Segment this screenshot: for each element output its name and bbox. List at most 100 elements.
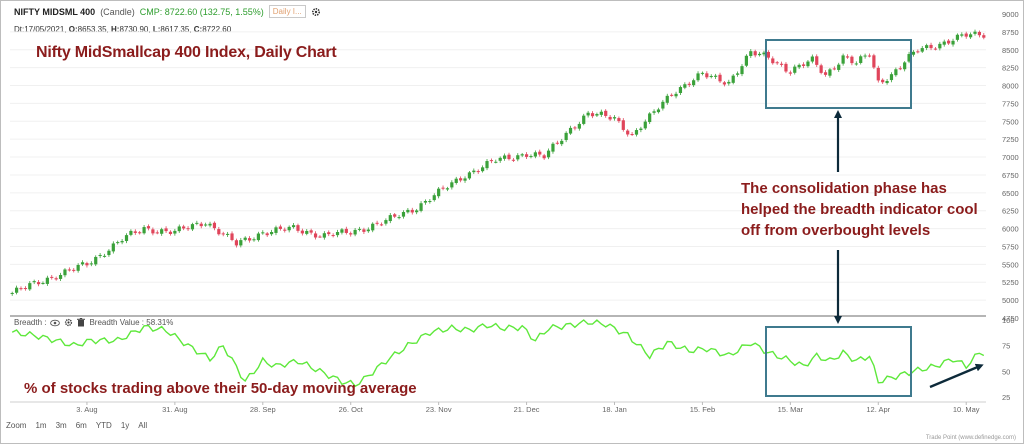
candle bbox=[124, 235, 129, 242]
candle bbox=[357, 228, 362, 230]
candle bbox=[982, 35, 986, 38]
candle bbox=[951, 40, 955, 45]
candle bbox=[929, 44, 933, 49]
candle bbox=[678, 87, 683, 94]
candle bbox=[384, 220, 388, 224]
credit-text: Trade Point (www.definedge.com) bbox=[925, 435, 1016, 441]
price-tick-label: 5500 bbox=[1002, 260, 1019, 269]
candle bbox=[859, 56, 863, 63]
candle bbox=[577, 123, 581, 129]
candle bbox=[349, 233, 353, 235]
candle bbox=[863, 55, 867, 57]
trend-arrow bbox=[929, 363, 984, 389]
candle bbox=[388, 215, 392, 222]
candle bbox=[762, 52, 766, 55]
candle bbox=[801, 64, 806, 66]
zoom-label: Zoom bbox=[6, 421, 27, 430]
x-tick-label: 18. Jan bbox=[602, 405, 627, 414]
candle bbox=[423, 200, 428, 203]
candle bbox=[727, 81, 731, 84]
zoom-6m-button[interactable]: 6m bbox=[75, 421, 87, 430]
candle bbox=[50, 276, 54, 278]
candle bbox=[133, 231, 137, 233]
annotation-line-2: helped the breadth indicator cool bbox=[741, 201, 978, 218]
candle bbox=[731, 75, 735, 83]
candle bbox=[599, 111, 603, 115]
candle bbox=[199, 223, 203, 227]
candle bbox=[19, 288, 23, 290]
zoom-ytd-button[interactable]: YTD bbox=[95, 421, 112, 430]
candle bbox=[177, 226, 181, 232]
x-tick-label: 26. Oct bbox=[339, 405, 364, 414]
candle bbox=[815, 56, 819, 65]
candle bbox=[252, 239, 256, 241]
candle bbox=[806, 61, 810, 67]
candle bbox=[687, 83, 691, 85]
candle bbox=[898, 68, 902, 70]
gear-icon[interactable] bbox=[64, 318, 73, 327]
candle bbox=[612, 117, 617, 119]
candle bbox=[502, 155, 507, 159]
candle bbox=[832, 68, 836, 70]
candle bbox=[204, 224, 208, 226]
candle bbox=[626, 130, 630, 135]
date-label: Dt: bbox=[14, 25, 25, 34]
eye-icon[interactable] bbox=[50, 319, 61, 327]
price-tick-label: 6750 bbox=[1002, 171, 1019, 180]
candle bbox=[278, 226, 282, 229]
candle bbox=[911, 51, 916, 55]
candle bbox=[696, 73, 700, 81]
zoom-all-button[interactable]: All bbox=[138, 421, 148, 430]
candle bbox=[14, 287, 19, 293]
candle bbox=[652, 111, 656, 113]
candle bbox=[76, 264, 80, 271]
candle bbox=[32, 281, 36, 283]
candle bbox=[582, 115, 586, 124]
gear-icon[interactable] bbox=[311, 7, 321, 17]
ohlc-readout: Dt:17/05/2021, O:8653.35, H:8730.90, L:8… bbox=[14, 25, 232, 34]
candle bbox=[925, 45, 929, 49]
candle bbox=[107, 250, 111, 256]
zoom-3m-button[interactable]: 3m bbox=[55, 421, 67, 430]
candle bbox=[160, 229, 164, 234]
candle bbox=[784, 63, 788, 72]
candle bbox=[226, 233, 230, 235]
low-value: 8617.35 bbox=[160, 25, 190, 34]
breadth-tick-label: 25 bbox=[1002, 393, 1010, 402]
candle bbox=[692, 80, 696, 86]
zoom-1m-button[interactable]: 1m bbox=[35, 421, 47, 430]
trash-icon[interactable] bbox=[77, 318, 86, 327]
candle bbox=[753, 51, 757, 56]
zoom-1y-button[interactable]: 1y bbox=[120, 421, 130, 430]
candle bbox=[151, 229, 155, 234]
candle bbox=[643, 121, 647, 129]
candle bbox=[718, 74, 722, 82]
candle bbox=[340, 229, 344, 233]
candle bbox=[366, 229, 370, 232]
candle bbox=[867, 55, 872, 57]
consolidation-box-breadth bbox=[765, 326, 912, 397]
candle bbox=[586, 112, 590, 116]
candle bbox=[683, 84, 687, 88]
candle bbox=[964, 33, 968, 37]
candle bbox=[757, 53, 762, 56]
x-tick-label: 12. Apr bbox=[866, 405, 890, 414]
candle bbox=[459, 178, 463, 181]
candle bbox=[401, 212, 406, 217]
candle bbox=[318, 236, 322, 238]
candle bbox=[973, 31, 977, 34]
candle bbox=[529, 156, 533, 158]
candle bbox=[872, 55, 876, 68]
interval-select[interactable]: Daily I... bbox=[268, 5, 306, 18]
candle bbox=[516, 155, 520, 160]
symbol-name: NIFTY MIDSML 400 bbox=[14, 6, 96, 17]
candle bbox=[489, 160, 494, 162]
candle bbox=[810, 56, 814, 62]
candle bbox=[58, 274, 63, 279]
candle bbox=[168, 231, 173, 235]
date-value: 17/05/2021 bbox=[24, 25, 65, 34]
candle bbox=[656, 109, 661, 113]
candle bbox=[520, 154, 524, 156]
candle bbox=[845, 56, 850, 58]
